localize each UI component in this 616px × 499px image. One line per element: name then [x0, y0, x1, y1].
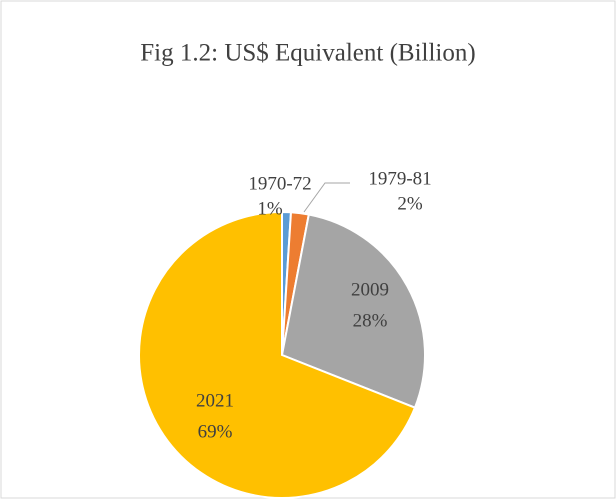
value-label: 2%: [397, 193, 423, 214]
value-label: 1%: [257, 198, 283, 219]
category-label: 1970-72: [248, 173, 311, 194]
value-label: 69%: [198, 421, 233, 442]
category-label: 2021: [196, 390, 234, 411]
chart-title: Fig 1.2: US$ Equivalent (Billion): [140, 40, 475, 67]
pie-slice: [280, 213, 426, 409]
value-label: 28%: [353, 310, 388, 331]
category-label: 1979-81: [368, 168, 431, 189]
pie-slice: [138, 210, 417, 499]
leader-line: [303, 182, 350, 213]
category-label: 2009: [351, 279, 389, 300]
